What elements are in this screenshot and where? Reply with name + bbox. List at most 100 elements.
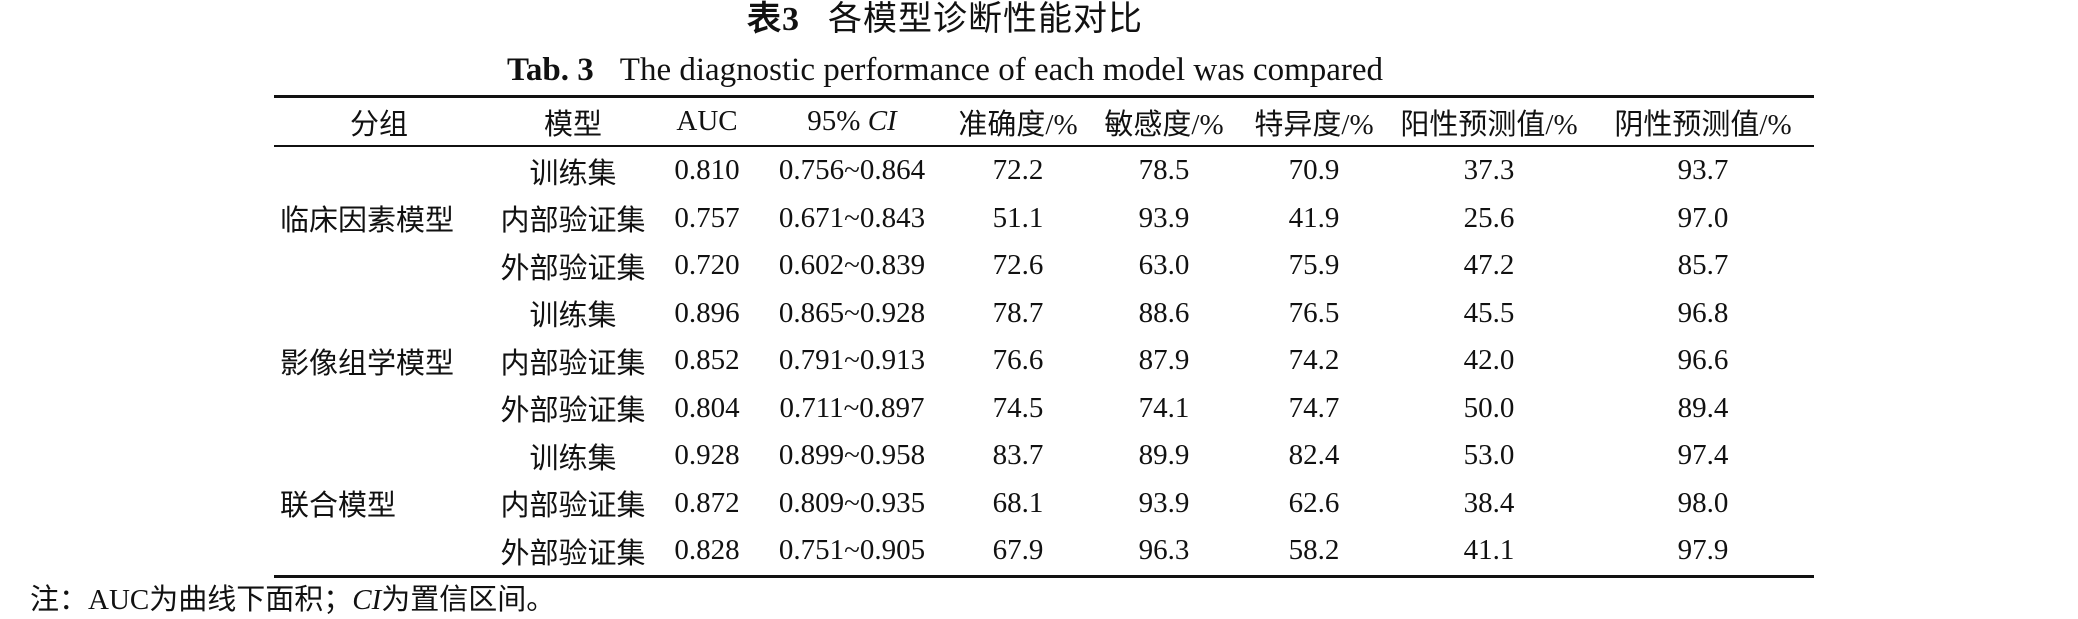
cell-auc: 0.928: [674, 439, 740, 472]
cell-auc: 0.720: [674, 249, 740, 282]
cell-sensitivity: 87.9: [1138, 344, 1190, 377]
cell-auc: 0.872: [674, 486, 740, 519]
header-specificity: 特异度/%: [1254, 108, 1374, 141]
cell-auc: 0.757: [674, 201, 740, 234]
group-name: 联合模型: [280, 490, 397, 523]
cell-ppv: 50.0: [1463, 391, 1515, 424]
table-title-cn: 表3 各模型诊断性能对比: [0, 0, 1890, 40]
cell-model: 训练集: [529, 442, 617, 475]
cell-sensitivity: 89.9: [1138, 439, 1190, 472]
table-row: 内部验证集 0.757 0.671~0.843 51.1 93.9 41.9 2…: [274, 195, 1814, 243]
cell-ppv: 25.6: [1463, 201, 1515, 234]
cell-model: 内部验证集: [500, 490, 646, 523]
cell-sensitivity: 93.9: [1138, 201, 1190, 234]
table-caption-en: The diagnostic performance of each model…: [619, 52, 1384, 88]
cell-ci: 0.711~0.897: [779, 391, 925, 424]
cell-specificity: 75.9: [1288, 249, 1340, 282]
group-name: 临床因素模型: [280, 205, 455, 238]
cell-sensitivity: 96.3: [1138, 534, 1190, 567]
cell-accuracy: 51.1: [992, 201, 1044, 234]
header-model: 模型: [543, 108, 602, 141]
cell-accuracy: 74.5: [992, 391, 1044, 424]
cell-ppv: 38.4: [1463, 486, 1515, 519]
table-row: 外部验证集 0.804 0.711~0.897 74.5 74.1 74.7 5…: [274, 385, 1814, 433]
cell-npv: 89.4: [1677, 391, 1729, 424]
cell-accuracy: 67.9: [992, 534, 1044, 567]
footnote-suffix: 为置信区间。: [381, 584, 556, 616]
table-row: 联合模型 训练集 0.928 0.899~0.958 83.7 89.9 82.…: [274, 432, 1814, 522]
cell-ci: 0.602~0.839: [778, 249, 926, 282]
cell-sensitivity: 74.1: [1138, 391, 1190, 424]
cell-npv: 96.6: [1677, 344, 1729, 377]
cell-auc: 0.810: [674, 154, 740, 187]
cell-sensitivity: 63.0: [1138, 249, 1190, 282]
cell-accuracy: 76.6: [992, 344, 1044, 377]
cell-sensitivity: 93.9: [1138, 486, 1190, 519]
group-name: 影像组学模型: [280, 347, 455, 380]
table-row: 影像组学模型 训练集 0.896 0.865~0.928 78.7 88.6 7…: [274, 290, 1814, 380]
table-caption-cn: 各模型诊断性能对比: [828, 1, 1143, 38]
header-npv: 阴性预测值/%: [1614, 108, 1792, 141]
cell-specificity: 62.6: [1288, 486, 1340, 519]
cell-ppv: 37.3: [1463, 154, 1515, 187]
table-row: 外部验证集 0.720 0.602~0.839 72.6 63.0 75.9 4…: [274, 242, 1814, 290]
header-auc: AUC: [676, 105, 738, 137]
cell-auc: 0.896: [674, 296, 740, 329]
cell-model: 训练集: [529, 300, 617, 333]
cell-specificity: 70.9: [1288, 154, 1340, 187]
cell-specificity: 74.2: [1288, 344, 1340, 377]
cell-sensitivity: 88.6: [1138, 296, 1190, 329]
cell-ci: 0.756~0.864: [778, 154, 926, 187]
cell-npv: 93.7: [1677, 154, 1729, 187]
cell-auc: 0.804: [674, 391, 740, 424]
table-label-en: Tab. 3: [506, 52, 594, 88]
cell-accuracy: 68.1: [992, 486, 1044, 519]
cell-ppv: 42.0: [1463, 344, 1515, 377]
cell-npv: 97.9: [1677, 534, 1729, 567]
cell-model: 外部验证集: [500, 252, 646, 285]
table-row: 外部验证集 0.828 0.751~0.905 67.9 96.3 58.2 4…: [274, 527, 1814, 576]
header-ci: 95% CI: [754, 97, 950, 147]
cell-accuracy: 78.7: [992, 296, 1044, 329]
cell-accuracy: 72.6: [992, 249, 1044, 282]
cell-ppv: 53.0: [1463, 439, 1515, 472]
header-accuracy: 准确度/%: [958, 108, 1078, 141]
table-row: 内部验证集 0.872 0.809~0.935 68.1 93.9 62.6 3…: [274, 480, 1814, 528]
cell-npv: 85.7: [1677, 249, 1729, 282]
header-ppv: 阳性预测值/%: [1400, 108, 1578, 141]
cell-model: 外部验证集: [500, 537, 646, 570]
cell-model: 内部验证集: [500, 205, 646, 238]
cell-specificity: 74.7: [1288, 391, 1340, 424]
cell-ppv: 47.2: [1463, 249, 1515, 282]
cell-auc: 0.828: [674, 534, 740, 567]
cell-npv: 97.4: [1677, 439, 1729, 472]
cell-model: 训练集: [529, 157, 617, 190]
header-ci-prefix: 95%: [807, 105, 868, 137]
cell-auc: 0.852: [674, 344, 740, 377]
cell-ci: 0.751~0.905: [778, 534, 926, 567]
cell-specificity: 58.2: [1288, 534, 1340, 567]
footnote-prefix: 注：AUC为曲线下面积；: [30, 584, 353, 616]
table-row: 临床因素模型 训练集 0.810 0.756~0.864 72.2 78.5 7…: [274, 146, 1814, 237]
cell-ppv: 41.1: [1463, 534, 1515, 567]
cell-model: 外部验证集: [500, 395, 646, 428]
cell-accuracy: 83.7: [992, 439, 1044, 472]
cell-ci: 0.865~0.928: [778, 296, 926, 329]
cell-ci: 0.899~0.958: [778, 439, 926, 472]
cell-npv: 96.8: [1677, 296, 1729, 329]
table-title-en: Tab. 3 The diagnostic performance of each…: [0, 50, 1890, 90]
cell-ci: 0.809~0.935: [778, 486, 926, 519]
cell-ci: 0.671~0.843: [778, 201, 926, 234]
cell-specificity: 76.5: [1288, 296, 1340, 329]
cell-npv: 98.0: [1677, 486, 1729, 519]
performance-table: 分组 模型 AUC 95% CI 准确度/% 敏感度/% 特异度/% 阳性预测值…: [274, 95, 1814, 578]
cell-model: 内部验证集: [500, 347, 646, 380]
footnote-italic: CI: [352, 584, 382, 616]
table-footnote: 注：AUC为曲线下面积；CI为置信区间。: [30, 583, 555, 617]
table-label-cn: 表3: [747, 1, 800, 38]
cell-specificity: 41.9: [1288, 201, 1340, 234]
header-sensitivity: 敏感度/%: [1104, 108, 1224, 141]
cell-ci: 0.791~0.913: [778, 344, 926, 377]
table-row: 内部验证集 0.852 0.791~0.913 76.6 87.9 74.2 4…: [274, 337, 1814, 385]
cell-npv: 97.0: [1677, 201, 1729, 234]
